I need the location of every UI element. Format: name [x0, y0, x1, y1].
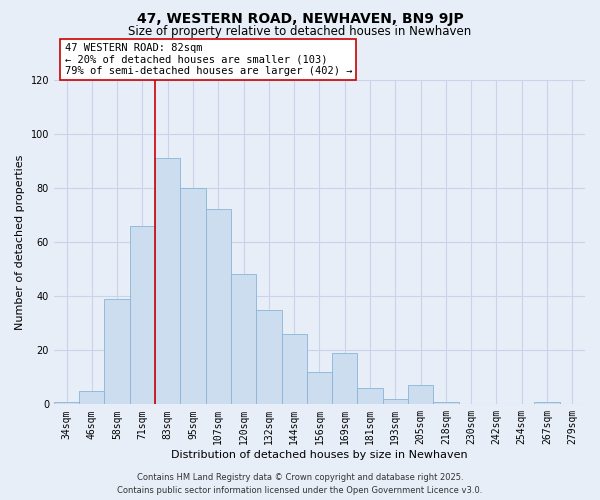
Bar — [79, 391, 104, 404]
Bar — [358, 388, 383, 404]
Text: Size of property relative to detached houses in Newhaven: Size of property relative to detached ho… — [128, 25, 472, 38]
Y-axis label: Number of detached properties: Number of detached properties — [15, 154, 25, 330]
Bar — [130, 226, 155, 404]
Bar — [332, 353, 358, 405]
Bar — [155, 158, 181, 404]
Bar — [408, 386, 433, 404]
Bar — [206, 210, 231, 404]
Bar — [256, 310, 281, 404]
X-axis label: Distribution of detached houses by size in Newhaven: Distribution of detached houses by size … — [171, 450, 468, 460]
Bar — [433, 402, 458, 404]
Text: 47 WESTERN ROAD: 82sqm
← 20% of detached houses are smaller (103)
79% of semi-de: 47 WESTERN ROAD: 82sqm ← 20% of detached… — [65, 43, 352, 76]
Bar — [281, 334, 307, 404]
Text: 47, WESTERN ROAD, NEWHAVEN, BN9 9JP: 47, WESTERN ROAD, NEWHAVEN, BN9 9JP — [137, 12, 463, 26]
Bar — [383, 399, 408, 404]
Bar — [181, 188, 206, 404]
Bar — [231, 274, 256, 404]
Bar — [535, 402, 560, 404]
Bar — [307, 372, 332, 404]
Bar — [54, 402, 79, 404]
Text: Contains HM Land Registry data © Crown copyright and database right 2025.
Contai: Contains HM Land Registry data © Crown c… — [118, 474, 482, 495]
Bar — [104, 299, 130, 405]
